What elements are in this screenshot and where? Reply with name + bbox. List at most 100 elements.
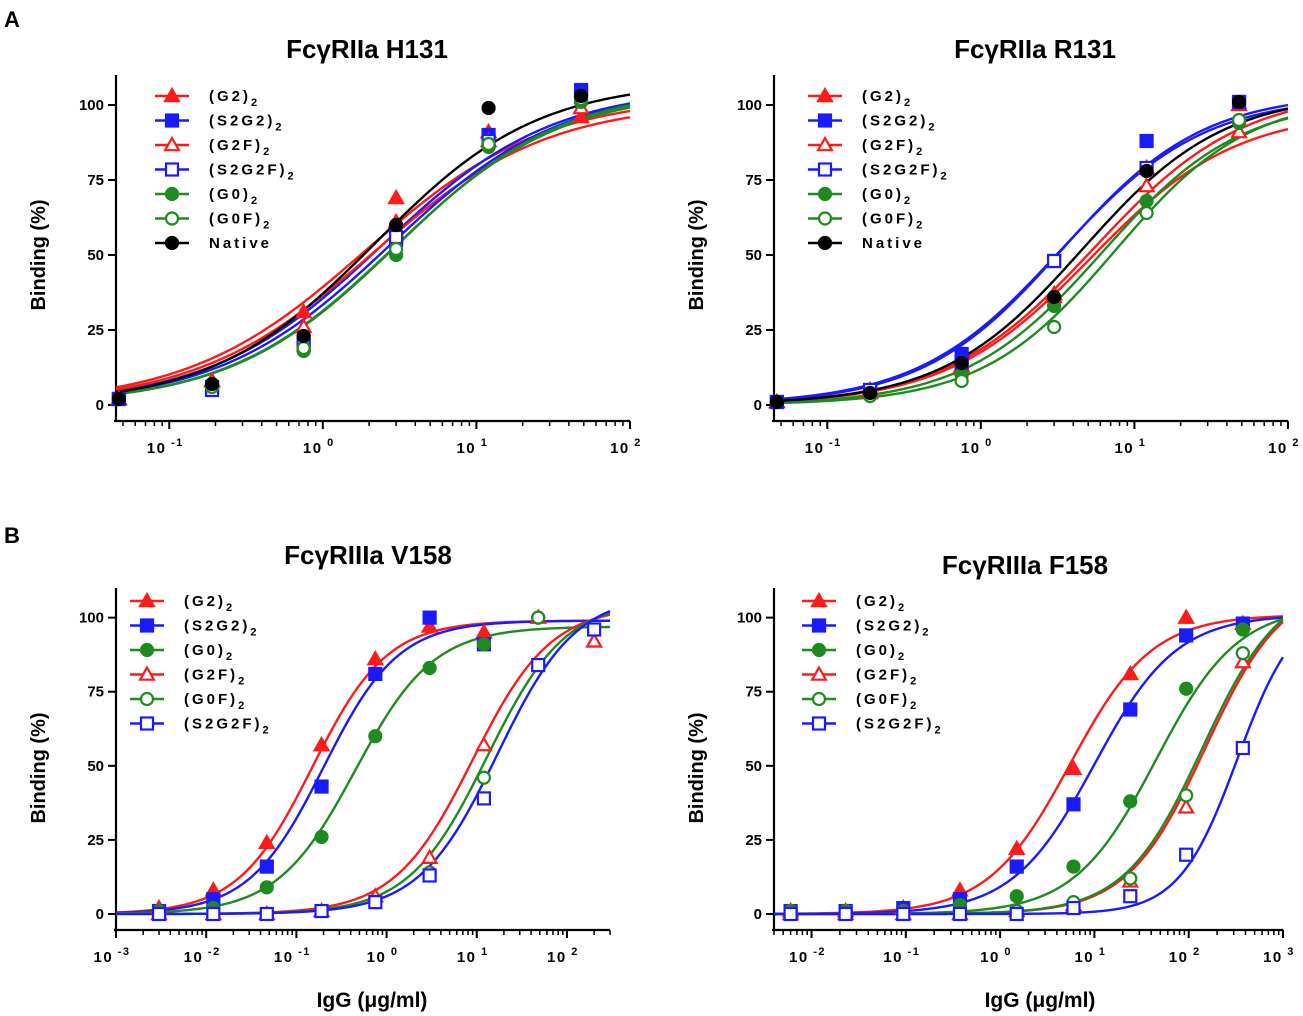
- legend-label: (G2)2: [209, 88, 260, 109]
- data-point: [531, 610, 546, 625]
- data-point: [1066, 797, 1081, 812]
- x-tick-label: 10 -2: [184, 946, 221, 966]
- chart-title: FcγRIIa H131: [286, 34, 448, 64]
- x-tick-label: 10 -1: [883, 946, 920, 966]
- data-point: [206, 906, 221, 922]
- x-tick-label: 10 1: [456, 437, 488, 457]
- data-point: [1139, 163, 1154, 179]
- legend-label: (G2)2: [862, 88, 913, 109]
- data-point: [1066, 900, 1081, 916]
- legend-item: (S2G2)2: [155, 113, 284, 134]
- panel-label-a: A: [4, 7, 20, 32]
- x-tick-label: 10 0: [961, 437, 993, 457]
- legend-item: Native: [808, 235, 922, 252]
- data-point: [481, 136, 496, 152]
- data-point: [476, 791, 492, 806]
- data-point: [1139, 133, 1154, 149]
- x-tick-label: 10 0: [367, 946, 399, 966]
- data-point: [314, 779, 329, 794]
- data-point: [422, 868, 437, 883]
- fit-curve: [115, 103, 631, 396]
- fit-curve: [115, 106, 631, 396]
- panel-label-b: B: [4, 523, 20, 548]
- chart-fcgriia-r131: FcγRIIa R131 Binding (%) 0 25 50 75 100 10 -1…: [686, 34, 1298, 457]
- legend-marker: [817, 186, 833, 202]
- legend-item: (G2)2: [155, 86, 260, 109]
- data-point: [1009, 889, 1024, 904]
- data-point: [387, 188, 405, 205]
- data-point: [111, 391, 127, 407]
- data-point: [1123, 702, 1138, 717]
- legend-marker: [817, 162, 833, 177]
- legend-label: (S2G2)2: [856, 618, 931, 639]
- x-axis-label: IgG (μg/ml): [317, 989, 428, 1012]
- x-tick-label: 10 -3: [93, 946, 130, 966]
- legend-label: (G2F)2: [184, 667, 247, 688]
- legend-item: (G0)2: [808, 186, 910, 207]
- legend-item: (G0F)2: [808, 211, 922, 232]
- legend-item: (G2F)2: [130, 665, 247, 688]
- data-point: [1139, 193, 1154, 209]
- data-point: [420, 617, 439, 633]
- chart-fcgriia-h131: FcγRIIa H131 Binding (%) 0 25 50 75 100 10 -1…: [28, 34, 640, 457]
- legend-marker: [164, 186, 180, 202]
- data-point: [1007, 839, 1026, 856]
- legend-label: (S2G2F)2: [862, 162, 950, 183]
- y-tick-label: 0: [96, 397, 104, 414]
- legend-item: (S2G2)2: [808, 113, 937, 134]
- data-point: [769, 394, 785, 410]
- legend-item: (G2)2: [808, 86, 913, 109]
- data-point: [294, 302, 313, 319]
- legend: (G2)2 (S2G2)2 (G2F)2 (S2G2F)2 (G0)2 (G0F)2 Nat…: [155, 86, 294, 252]
- legend-label: Native: [209, 235, 272, 252]
- fit-curve: [773, 103, 1289, 402]
- x-tick-label: 10 1: [1114, 437, 1146, 457]
- data-point: [954, 355, 969, 371]
- fit-curve: [115, 93, 631, 394]
- data-point: [312, 735, 331, 752]
- data-point: [1235, 622, 1250, 637]
- legend-marker: [139, 716, 155, 731]
- y-tick-label: 100: [79, 610, 104, 627]
- data-point: [258, 833, 276, 850]
- data-point: [389, 229, 404, 245]
- legend-item: (G2F)2: [802, 665, 916, 688]
- axes: 0 25 50 75 100 10 -2 10 -1 10 0 10 1 10 2 10 3: [737, 588, 1293, 966]
- data-point: [259, 880, 274, 895]
- legend-label: (G0F)2: [184, 691, 247, 712]
- data-point: [1047, 319, 1062, 335]
- data-point: [838, 906, 853, 922]
- legend-marker: [164, 162, 180, 177]
- data-point: [259, 906, 274, 922]
- chart-title: FcγRIIIa F158: [942, 550, 1108, 580]
- fit-curve: [774, 621, 1284, 916]
- data-point: [572, 107, 590, 124]
- legend-marker: [163, 86, 181, 103]
- legend-item: (G0)2: [802, 642, 904, 663]
- legend: (G2)2 (S2G2)2 (G0)2 (G2F)2 (G0F)2 (S2G2F)2: [130, 591, 269, 737]
- legend-marker: [811, 642, 827, 658]
- y-tick-label: 75: [87, 684, 104, 701]
- data-point: [1235, 740, 1250, 756]
- legend-label: (S2G2)2: [209, 113, 284, 134]
- legend-label: (S2G2)2: [862, 113, 937, 134]
- data-point: [1234, 652, 1252, 669]
- legend-item: (G0F)2: [130, 691, 247, 712]
- data-point: [422, 610, 437, 625]
- y-axis-label: Binding (%): [28, 712, 50, 823]
- data-point: [1177, 608, 1195, 624]
- legend-marker: [164, 113, 180, 128]
- legend: (G2)2 (S2G2)2 (G0)2 (G2F)2 (G0F)2 (S2G2F)2: [802, 591, 941, 737]
- legend-item: (G2F)2: [155, 135, 269, 158]
- data-point: [1235, 646, 1250, 661]
- legend-label: (G2)2: [856, 593, 907, 614]
- legend-marker: [138, 591, 156, 608]
- data-point: [475, 623, 493, 639]
- data-point: [314, 829, 329, 845]
- chart-title: FcγRIIa R131: [954, 34, 1116, 64]
- legend-marker: [811, 716, 827, 731]
- data-point: [389, 217, 404, 233]
- y-tick-label: 25: [87, 832, 104, 849]
- legend-label: (S2G2)2: [184, 618, 259, 639]
